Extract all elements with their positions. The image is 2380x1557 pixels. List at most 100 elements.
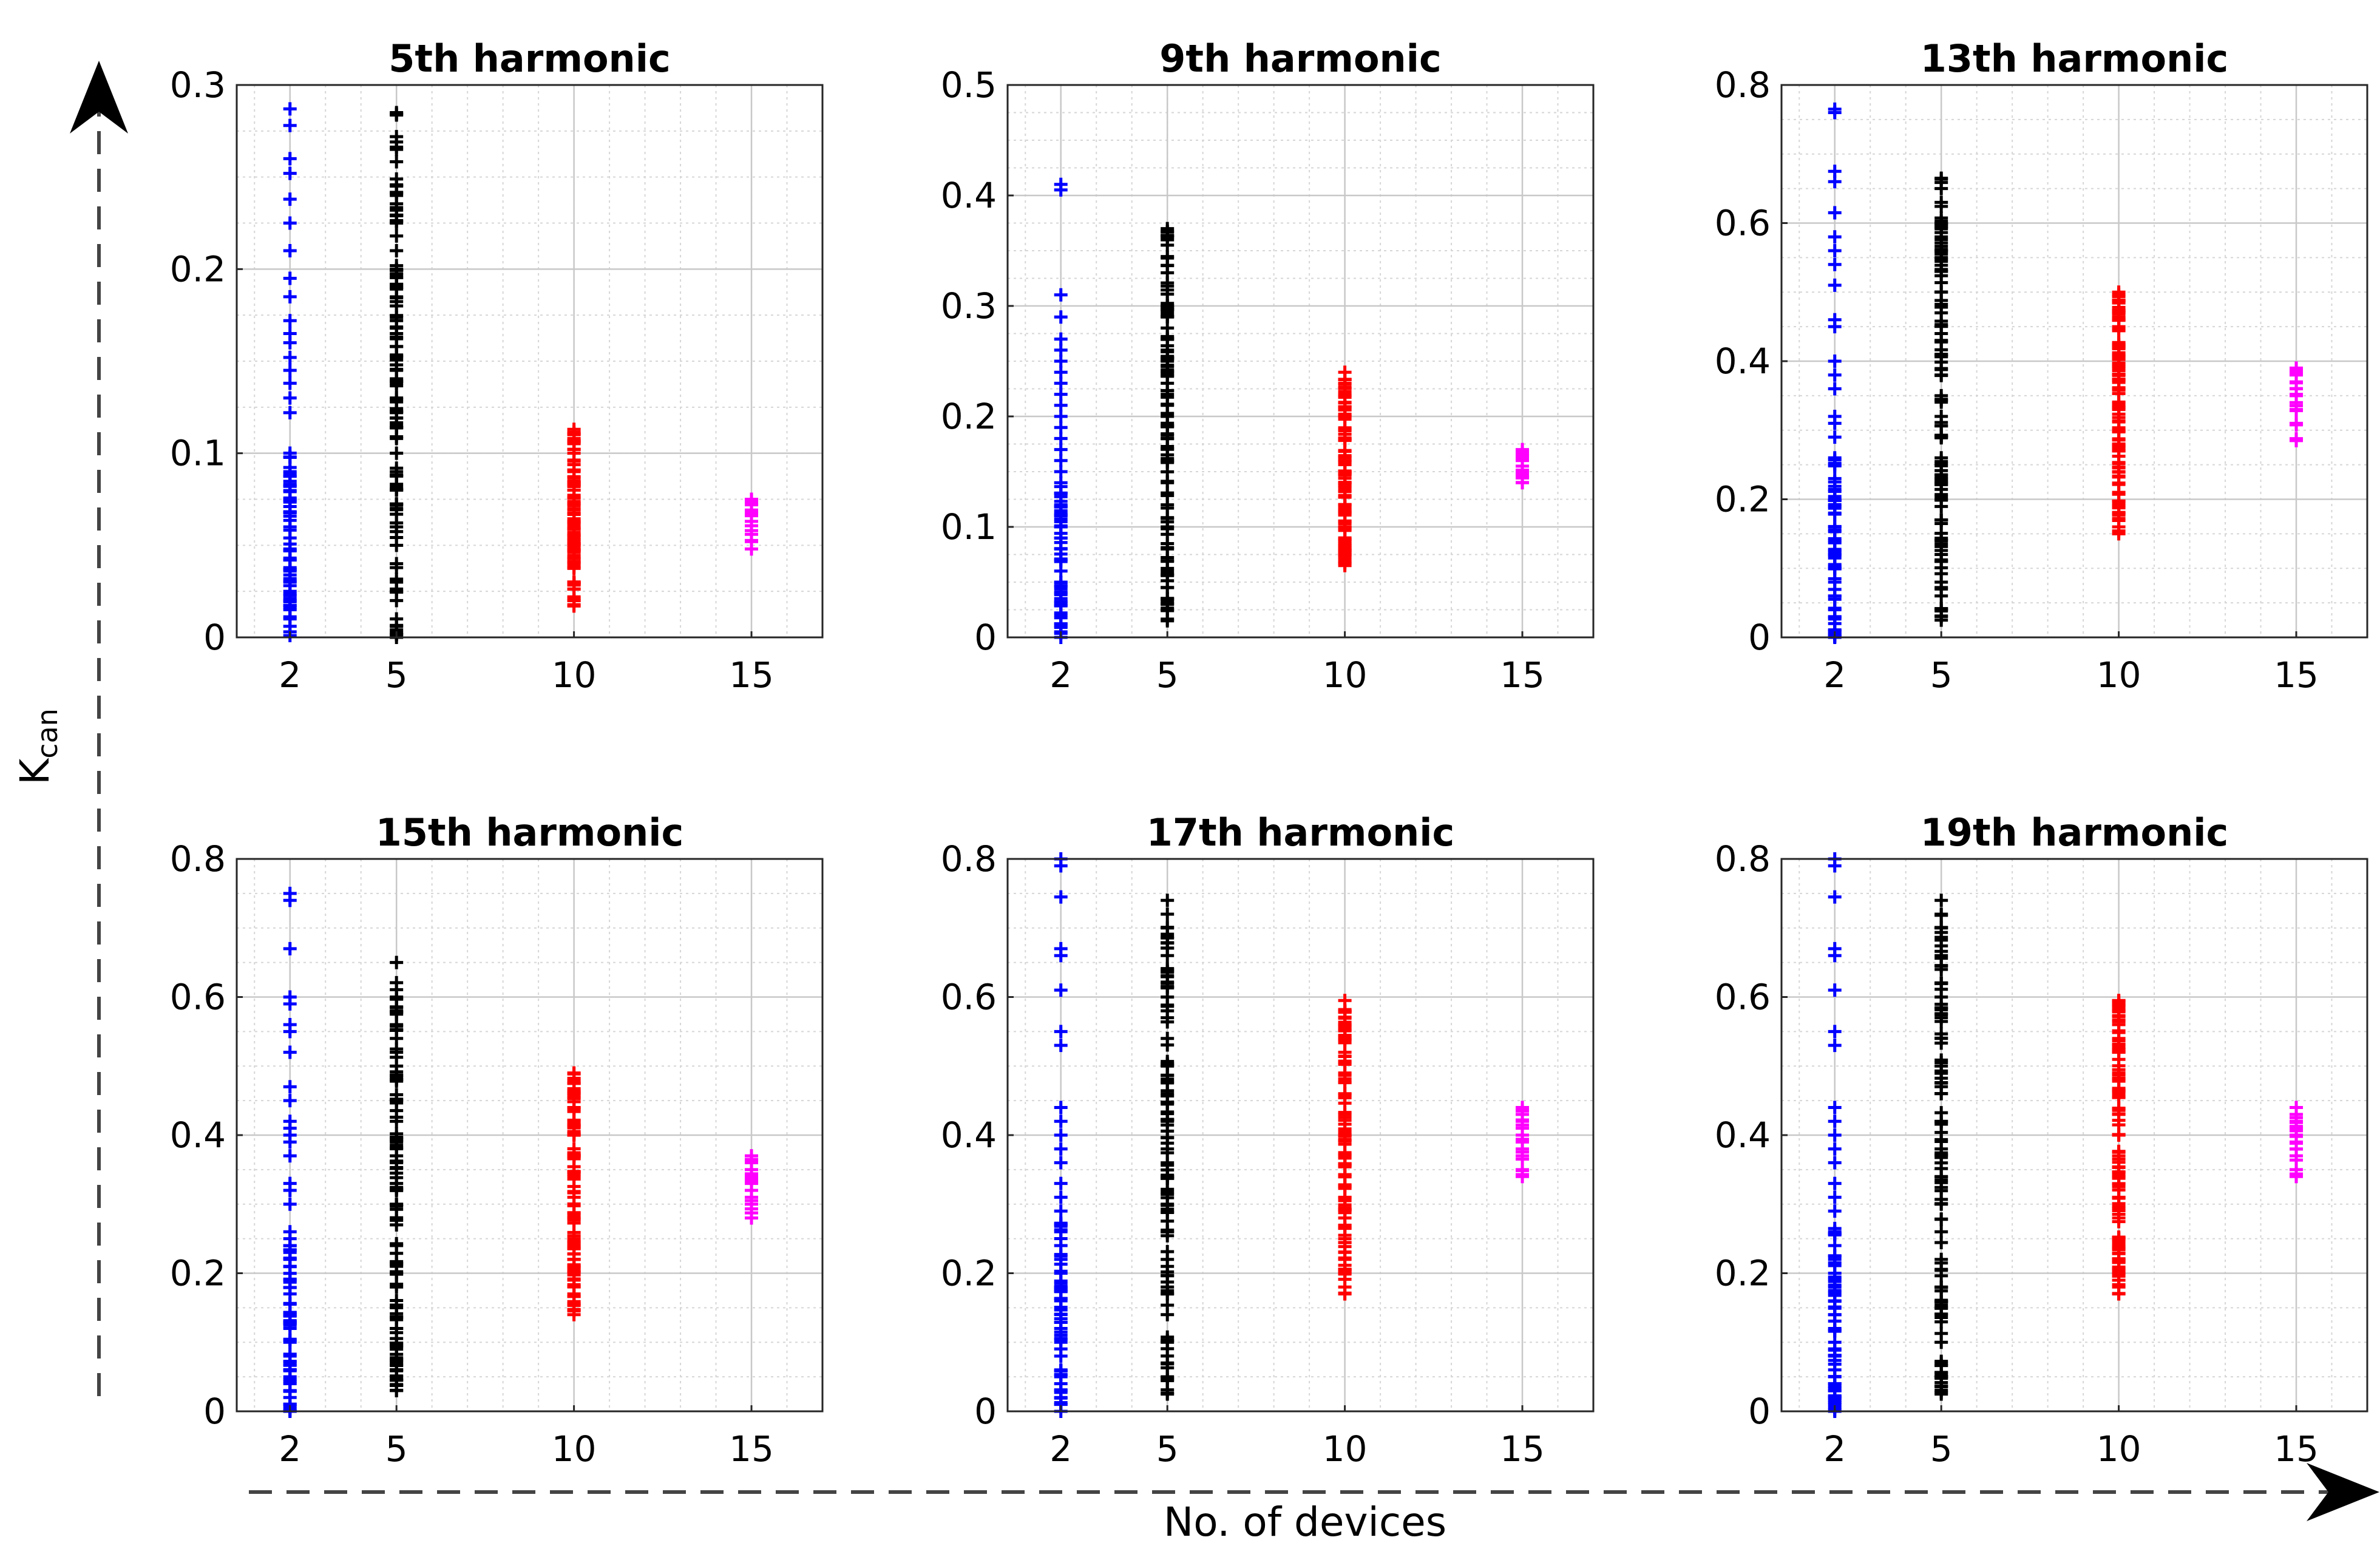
x-tick-label: 2 — [1823, 1428, 1846, 1470]
data-point — [1828, 106, 1842, 120]
series-15-devices — [2290, 1101, 2304, 1184]
data-point — [1934, 335, 1948, 349]
data-point — [1934, 297, 1948, 311]
data-point — [1338, 1089, 1352, 1103]
x-tick-label: 10 — [1323, 1428, 1368, 1470]
data-point — [1828, 544, 1842, 558]
data-point — [2290, 432, 2304, 446]
data-point — [2112, 396, 2126, 410]
data-point — [390, 1068, 404, 1082]
data-point — [1338, 1004, 1352, 1018]
data-point — [283, 1251, 297, 1265]
data-point — [1161, 603, 1175, 617]
data-point — [567, 427, 581, 441]
data-point — [1934, 1326, 1948, 1340]
data-point — [390, 1149, 404, 1163]
data-point — [1828, 1101, 1842, 1114]
data-point — [1161, 1097, 1175, 1111]
data-point — [390, 1042, 404, 1056]
data-point — [1054, 859, 1068, 873]
data-point — [1338, 1219, 1352, 1233]
data-point — [1161, 384, 1175, 398]
y-tick-label: 0.4 — [941, 175, 997, 216]
data-point — [1828, 430, 1842, 444]
data-point — [2290, 1111, 2304, 1125]
y-tick-label: 0.6 — [1715, 203, 1771, 244]
data-point — [283, 1149, 297, 1163]
data-point — [1054, 1190, 1068, 1204]
y-axis-label: Kcan — [12, 708, 64, 785]
y-tick-label: 0.4 — [1715, 341, 1771, 382]
x-tick-label: 2 — [279, 654, 301, 696]
data-point — [745, 509, 759, 523]
data-point — [1828, 1039, 1842, 1053]
data-point — [283, 350, 297, 364]
data-point — [1161, 276, 1175, 290]
x-tick-label: 15 — [1500, 1428, 1545, 1470]
data-point — [1934, 945, 1948, 958]
data-point — [567, 1226, 581, 1240]
x-axis-label: No. of devices — [1164, 1499, 1446, 1545]
data-point — [1338, 444, 1352, 458]
data-point — [1161, 1245, 1175, 1259]
data-point — [1828, 1278, 1842, 1292]
data-point — [283, 491, 297, 505]
data-point — [390, 531, 404, 544]
data-point — [390, 405, 404, 419]
series-5-devices — [1161, 222, 1175, 628]
data-point — [1338, 1263, 1352, 1277]
y-axis-label-subscript: can — [31, 708, 64, 759]
data-point — [1054, 1204, 1068, 1218]
data-point — [1934, 977, 1948, 991]
data-point — [1934, 1027, 1948, 1041]
data-point — [1161, 358, 1175, 372]
data-point — [1054, 1101, 1068, 1114]
data-point — [283, 1316, 297, 1330]
data-point — [283, 336, 297, 350]
data-point — [567, 594, 581, 608]
panel-title: 15th harmonic — [376, 810, 684, 855]
data-point — [1828, 562, 1842, 576]
y-tick-label: 0.1 — [170, 433, 226, 474]
data-point — [1338, 1286, 1352, 1300]
data-point — [390, 955, 404, 969]
series-5-devices — [390, 955, 404, 1397]
data-point — [2112, 1107, 2126, 1121]
data-point — [1054, 183, 1068, 197]
data-point — [1338, 506, 1352, 520]
panel-title: 9th harmonic — [1159, 36, 1441, 81]
x-tick-label: 5 — [1930, 654, 1953, 696]
data-point — [745, 1167, 759, 1181]
x-tick-label: 10 — [2097, 1428, 2141, 1470]
data-point — [2112, 994, 2126, 1008]
data-point — [283, 997, 297, 1011]
data-point — [283, 1197, 297, 1211]
data-point — [283, 894, 297, 907]
data-point — [283, 544, 297, 558]
data-point — [1161, 1191, 1175, 1205]
y-tick-label: 0.3 — [170, 64, 226, 106]
data-point — [283, 271, 297, 285]
data-point — [567, 1242, 581, 1256]
data-point — [1054, 1142, 1068, 1156]
data-point — [1934, 997, 1948, 1011]
data-point — [1934, 1315, 1948, 1329]
data-point — [283, 314, 297, 328]
data-point — [390, 561, 404, 575]
data-point — [1828, 1314, 1842, 1328]
data-point — [2290, 376, 2304, 390]
data-point — [1161, 1342, 1175, 1355]
data-point — [1828, 1114, 1842, 1128]
data-point — [1161, 1298, 1175, 1312]
data-point — [1934, 431, 1948, 445]
data-point — [1828, 890, 1842, 904]
data-point — [283, 523, 297, 537]
data-point — [283, 1094, 297, 1108]
data-point — [390, 1213, 404, 1227]
data-point — [390, 393, 404, 407]
y-tick-label: 0.2 — [1715, 1253, 1771, 1294]
x-tick-label: 5 — [385, 1428, 408, 1470]
data-point — [390, 278, 404, 292]
data-point — [567, 1295, 581, 1309]
data-point — [390, 1236, 404, 1250]
